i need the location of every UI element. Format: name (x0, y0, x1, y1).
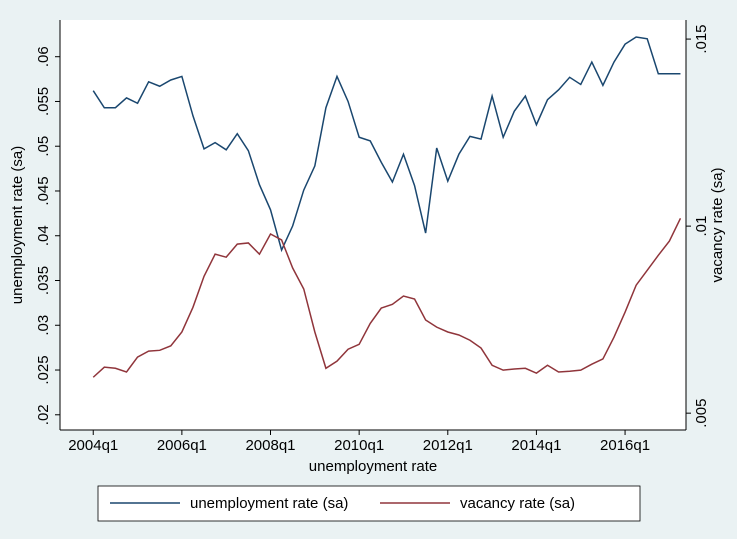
x-tick-label: 2014q1 (511, 437, 561, 454)
y-tick-label: .03 (35, 315, 52, 336)
x-tick-label: 2016q1 (600, 437, 650, 454)
y-tick-label: .045 (35, 176, 52, 205)
y-tick-label: .025 (35, 355, 52, 384)
y-tick-label: .055 (35, 87, 52, 116)
y-tick-label: .05 (35, 136, 52, 157)
y2-axis-title: vacancy rate (sa) (709, 167, 726, 282)
series-line (92, 217, 682, 378)
x-axis-title: unemployment rate (309, 458, 437, 475)
x-tick-label: 2010q1 (334, 437, 384, 454)
plot-area (60, 20, 686, 430)
x-tick-label: 2004q1 (68, 437, 118, 454)
y2-tick-label: .01 (693, 216, 710, 237)
y2-tick-label: .015 (693, 24, 710, 53)
legend-label: vacancy rate (sa) (460, 495, 575, 512)
y-axis-title: unemployment rate (sa) (9, 146, 26, 304)
x-tick-label: 2006q1 (157, 437, 207, 454)
legend-label: unemployment rate (sa) (190, 495, 348, 512)
series-line (92, 36, 681, 253)
legend (97, 485, 641, 522)
y2-tick-label: .005 (693, 399, 710, 428)
y-tick-label: .035 (35, 266, 52, 295)
y-tick-label: .02 (35, 404, 52, 425)
x-tick-label: 2008q1 (245, 437, 295, 454)
y-tick-label: .04 (35, 225, 52, 246)
y-tick-label: .06 (35, 46, 52, 67)
x-tick-label: 2012q1 (423, 437, 473, 454)
